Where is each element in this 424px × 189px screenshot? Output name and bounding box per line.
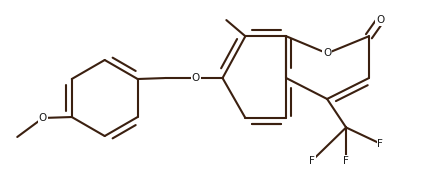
Text: O: O xyxy=(39,113,47,123)
Text: F: F xyxy=(343,156,349,166)
Text: O: O xyxy=(192,73,200,83)
Text: O: O xyxy=(323,48,331,58)
Text: F: F xyxy=(309,156,315,166)
Text: F: F xyxy=(377,139,383,149)
Text: O: O xyxy=(376,15,385,25)
